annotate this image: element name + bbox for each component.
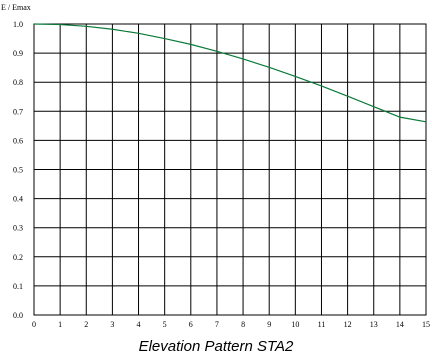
y-tick-label: 0.8 xyxy=(13,78,23,87)
x-tick-label: 10 xyxy=(291,320,299,329)
x-tick-label: 4 xyxy=(137,320,141,329)
x-tick-label: 0 xyxy=(32,320,36,329)
x-tick-label: 2 xyxy=(84,320,88,329)
y-axis-label: E / Emax xyxy=(1,3,31,12)
grid xyxy=(33,23,427,316)
x-tick-label: 7 xyxy=(215,320,219,329)
x-tick-label: 9 xyxy=(267,320,271,329)
x-tick-label: 11 xyxy=(318,320,326,329)
y-tick-label: 0.1 xyxy=(13,282,23,291)
x-tick-label: 15 xyxy=(422,320,430,329)
x-tick-label: 14 xyxy=(396,320,404,329)
y-tick-label: 0.2 xyxy=(13,253,23,262)
x-tick-label: 13 xyxy=(370,320,378,329)
chart-svg: 0 1 2 3 4 5 6 7 8 9 10 11 12 13 14 15 0.00.10.20.30.40.… xyxy=(1,3,430,329)
y-ticks: 0.0 0.1 0.2 0.3 0.4 0.5 0.6 0.7 0.8 0.9 1.0 xyxy=(13,20,23,320)
x-ticks: 0 1 2 3 4 5 6 7 8 9 10 11 12 13 14 15 xyxy=(32,320,430,329)
y-tick-label: 0.7 xyxy=(13,107,23,116)
x-tick-label: 3 xyxy=(110,320,114,329)
x-tick-label: 12 xyxy=(344,320,352,329)
y-tick-label: 0.4 xyxy=(13,195,23,204)
x-tick-label: 6 xyxy=(189,320,193,329)
x-tick-label: 8 xyxy=(241,320,245,329)
y-tick-label: 0.0 xyxy=(13,311,23,320)
series-layer xyxy=(33,23,427,123)
x-tick-label: 1 xyxy=(58,320,62,329)
y-tick-label: 0.5 xyxy=(13,166,23,175)
y-tick-label: 0.3 xyxy=(13,224,23,233)
y-tick-label: 0.6 xyxy=(13,136,23,145)
y-tick-label: 1.0 xyxy=(13,20,23,29)
chart-title: Elevation Pattern STA2 xyxy=(138,338,294,355)
x-tick-label: 5 xyxy=(163,320,167,329)
series-line xyxy=(33,23,427,123)
y-tick-label: 0.9 xyxy=(13,49,23,58)
